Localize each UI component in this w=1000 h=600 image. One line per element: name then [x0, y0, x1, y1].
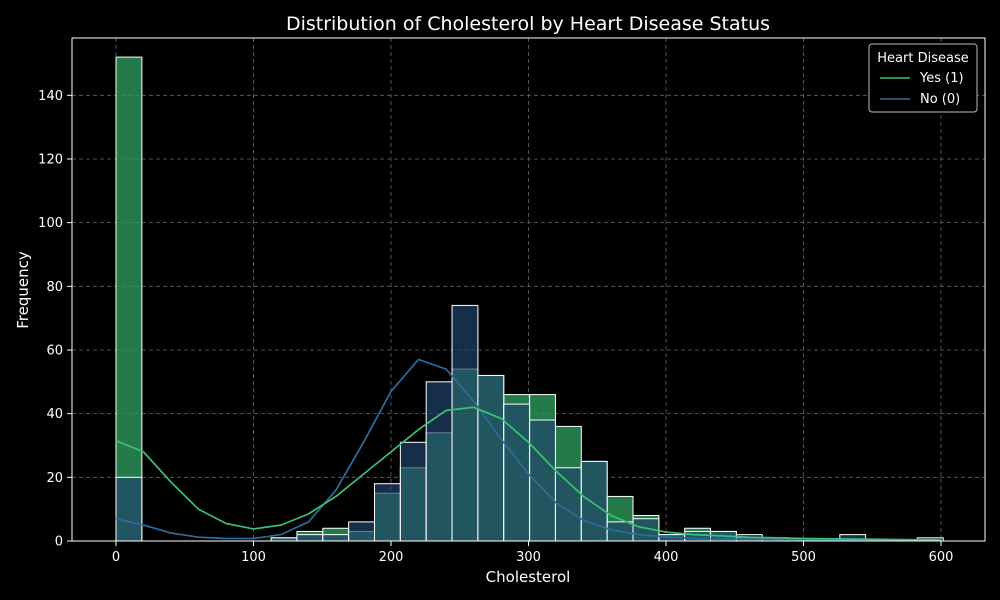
y-tick-label: 40 [46, 407, 63, 422]
y-tick-label: 60 [46, 343, 63, 358]
bar-no [115, 476, 143, 542]
y-tick-label: 20 [46, 471, 63, 486]
legend-label-no: No (0) [920, 92, 960, 107]
x-tick-label: 100 [241, 550, 266, 565]
axis-ticks: 0 100 200 300 400 500 600 0 20 40 60 80 100 120 140 [38, 89, 953, 565]
legend: Heart Disease Yes (1) No (0) [868, 43, 978, 113]
bar-no [684, 530, 712, 542]
kde-line-yes [115, 406, 942, 541]
y-tick-label: 140 [38, 89, 63, 104]
bar-no [425, 381, 453, 542]
x-tick-label: 500 [791, 550, 816, 565]
bar-no [296, 534, 324, 542]
bar-no [322, 534, 350, 542]
x-tick-label: 0 [112, 550, 120, 565]
bar-yes [115, 56, 143, 542]
kde-line-no [115, 358, 942, 542]
bar-no [348, 521, 375, 542]
bar-no [580, 460, 608, 542]
y-tick-label: 80 [46, 280, 63, 295]
x-tick-label: 400 [654, 550, 679, 565]
bar-no [477, 374, 505, 542]
x-tick-label: 200 [379, 550, 404, 565]
x-tick-label: 600 [929, 550, 954, 565]
legend-title: Heart Disease [877, 51, 968, 66]
legend-box [868, 43, 978, 113]
y-tick-label: 120 [38, 152, 63, 167]
chart-title: Distribution of Cholesterol by Heart Dis… [286, 13, 770, 35]
y-axis-title: Frequency [14, 251, 32, 329]
x-tick-label: 300 [516, 550, 541, 565]
y-tick-label: 100 [38, 216, 63, 231]
bar-no [374, 483, 401, 542]
legend-label-yes: Yes (1) [919, 71, 964, 86]
bar-no [451, 304, 479, 542]
x-axis-title: Cholesterol [486, 568, 571, 586]
bar-no [399, 441, 427, 542]
y-tick-label: 0 [55, 535, 63, 550]
kde-curves [115, 358, 942, 542]
